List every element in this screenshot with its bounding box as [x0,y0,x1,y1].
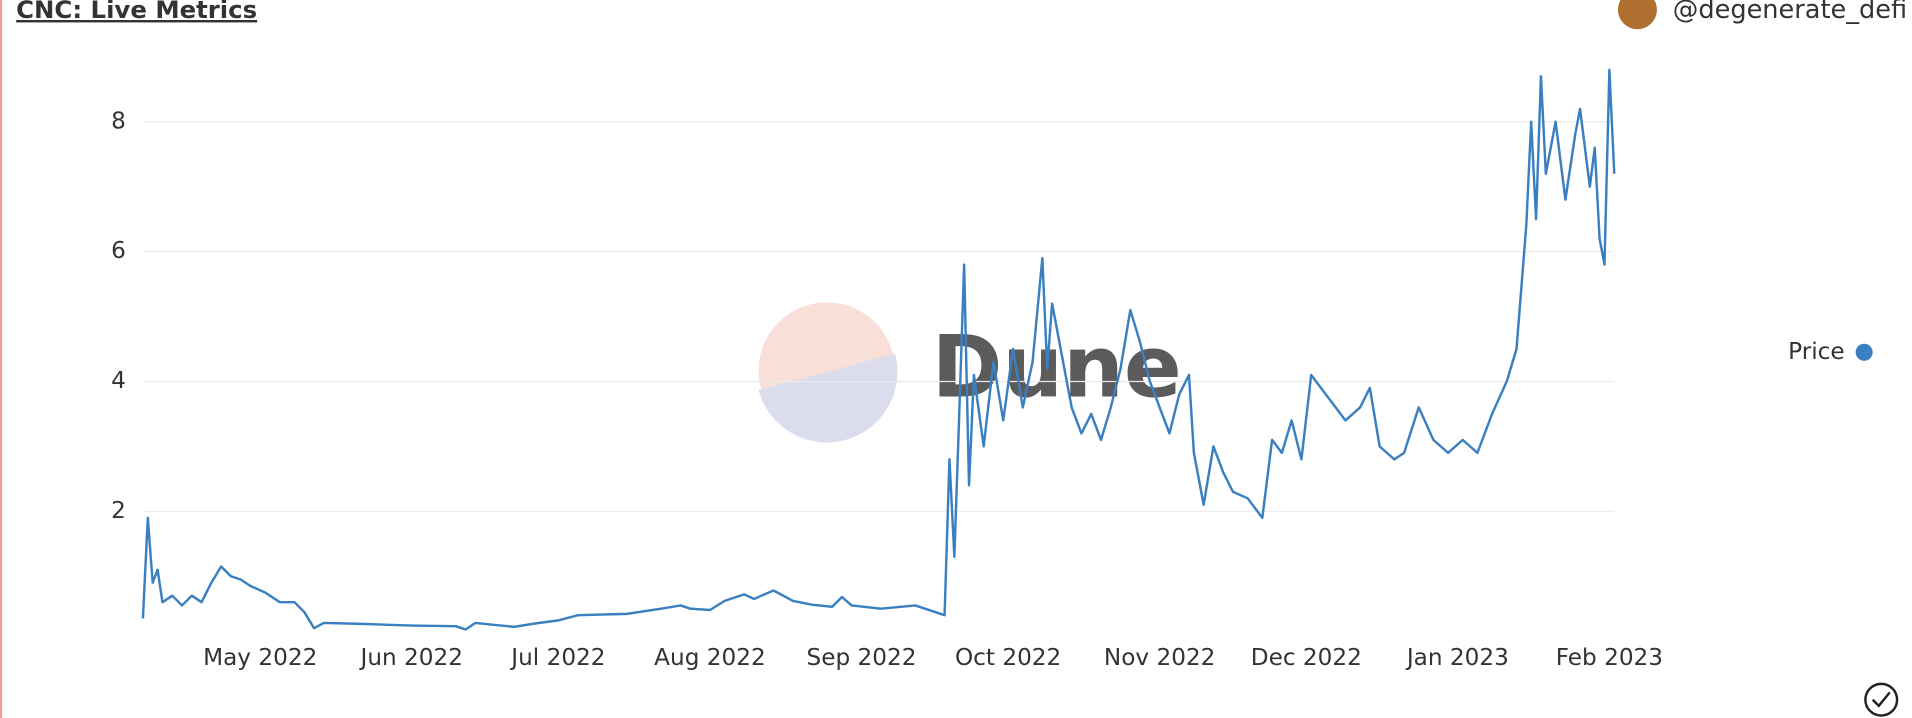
y-tick-label: 6 [111,238,126,264]
x-tick-label: Oct 2022 [955,645,1061,671]
chart-title[interactable]: CNC: Live Metrics [16,0,257,24]
x-tick-label: Nov 2022 [1104,645,1216,671]
x-tick-label: Jul 2022 [509,645,605,671]
legend-marker [1855,343,1873,361]
watermark-logo [758,302,898,443]
x-tick-label: May 2022 [203,645,317,671]
x-tick-label: Feb 2023 [1556,645,1663,671]
y-tick-label: 4 [111,368,126,394]
x-tick-label: Jun 2022 [359,645,463,671]
user-name[interactable]: @degenerate_defi [1673,0,1907,25]
legend-label: Price [1788,339,1844,365]
x-tick-label: Aug 2022 [654,645,766,671]
x-tick-label: Sep 2022 [807,645,917,671]
price-line [141,68,1616,631]
x-tick-label: Dec 2022 [1251,645,1362,671]
avatar[interactable] [1617,0,1657,30]
x-tick-label: Jan 2023 [1405,645,1509,671]
y-tick-label: 2 [111,498,126,524]
y-tick-label: 8 [111,108,126,134]
check-icon[interactable] [1864,682,1899,717]
